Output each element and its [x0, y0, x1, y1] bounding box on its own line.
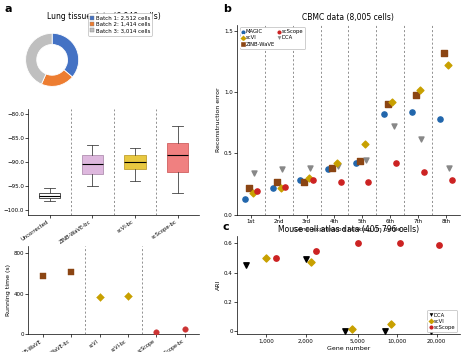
Point: [427, 329, 435, 334]
Point: [242, 263, 250, 268]
Title: Mouse cell atlas data (405,796 cells): Mouse cell atlas data (405,796 cells): [278, 225, 419, 234]
X-axis label: Gene expression ranking (in octile): Gene expression ranking (in octile): [293, 227, 403, 232]
Point: [387, 321, 395, 327]
Y-axis label: Reconstruction error: Reconstruction error: [216, 87, 221, 152]
Point: [448, 177, 456, 183]
Point: [249, 190, 257, 195]
Point: [312, 248, 320, 253]
Point: [307, 259, 315, 265]
Point: [408, 109, 416, 114]
PathPatch shape: [124, 155, 146, 169]
Point: [436, 116, 444, 122]
Text: c: c: [223, 222, 229, 232]
Point: [412, 92, 419, 98]
PathPatch shape: [82, 155, 103, 174]
Point: [253, 189, 261, 194]
Point: [362, 157, 369, 162]
Point: [309, 177, 317, 183]
Point: [39, 273, 46, 278]
Point: [181, 327, 189, 332]
Point: [392, 161, 400, 166]
Point: [333, 161, 340, 166]
Point: [124, 293, 132, 299]
Point: [153, 329, 160, 335]
Point: [269, 185, 276, 190]
Text: b: b: [223, 4, 231, 13]
Legend: MAGIC, scVI, ZINB-WaVE, scScope, DCA: MAGIC, scVI, ZINB-WaVE, scScope, DCA: [240, 27, 305, 49]
Title: CBMC data (8,005 cells): CBMC data (8,005 cells): [302, 13, 394, 23]
Point: [281, 184, 289, 189]
Y-axis label: Running time (s): Running time (s): [6, 264, 11, 316]
Point: [417, 87, 424, 93]
Point: [241, 196, 248, 202]
Point: [250, 170, 258, 176]
X-axis label: Gene number: Gene number: [327, 346, 370, 351]
Point: [365, 179, 372, 184]
Point: [440, 50, 447, 56]
Point: [389, 99, 396, 105]
Point: [278, 166, 286, 172]
Point: [420, 169, 428, 175]
Point: [380, 111, 388, 117]
Point: [354, 240, 362, 246]
Point: [301, 179, 308, 184]
Legend: DCA, scVI, scScope: DCA, scVI, scScope: [427, 310, 457, 332]
Point: [384, 101, 392, 107]
Text: a: a: [5, 4, 12, 13]
Point: [273, 179, 280, 184]
Point: [444, 62, 452, 68]
Point: [361, 141, 368, 146]
Point: [297, 177, 304, 183]
Point: [390, 124, 397, 129]
Point: [337, 179, 345, 184]
Point: [436, 242, 443, 247]
Point: [348, 326, 356, 331]
Legend: Batch 1: 2,512 cells, Batch 2: 1,414 cells, Batch 3: 3,014 cells: Batch 1: 2,512 cells, Batch 2: 1,414 cel…: [88, 13, 153, 36]
Point: [306, 165, 314, 171]
Point: [334, 163, 342, 169]
Point: [67, 269, 75, 275]
Wedge shape: [42, 70, 73, 86]
Point: [325, 166, 332, 172]
Point: [430, 321, 438, 327]
Point: [305, 175, 313, 181]
Point: [277, 185, 285, 190]
Point: [356, 158, 364, 164]
Y-axis label: Entropy of mixing: Entropy of mixing: [0, 134, 1, 190]
Point: [396, 240, 404, 246]
Point: [96, 295, 103, 300]
Point: [262, 255, 270, 261]
Y-axis label: ARI: ARI: [216, 280, 221, 290]
Point: [245, 185, 253, 190]
PathPatch shape: [39, 193, 60, 198]
PathPatch shape: [167, 143, 188, 171]
Text: Lung tissue data (6,940 cells): Lung tissue data (6,940 cells): [47, 12, 161, 21]
Point: [328, 165, 336, 171]
Point: [302, 257, 310, 262]
Point: [352, 161, 360, 166]
Point: [381, 329, 388, 334]
Point: [273, 255, 280, 261]
Wedge shape: [26, 33, 52, 84]
Wedge shape: [52, 33, 79, 77]
Point: [418, 136, 425, 142]
Point: [446, 165, 453, 171]
Point: [341, 329, 349, 334]
